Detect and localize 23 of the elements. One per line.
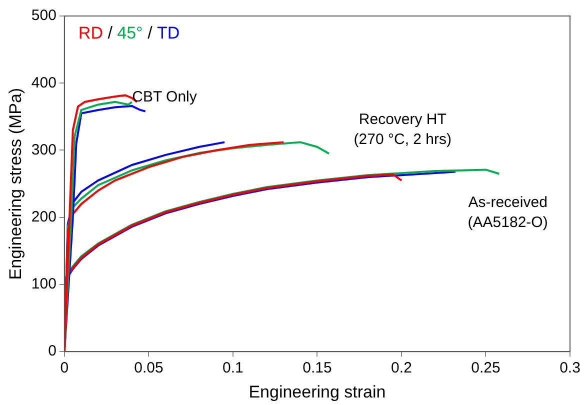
x-axis-title: Engineering strain <box>248 382 386 402</box>
annotation: Recovery HT (270 °C, 2 hrs) <box>354 110 452 148</box>
y-tick-label: 200 <box>31 208 56 226</box>
x-tick-label: 0.25 <box>471 360 500 377</box>
x-tick-label: 0 <box>60 360 69 377</box>
annotation: CBT Only <box>132 88 198 106</box>
x-tick-label: 0.05 <box>134 360 164 377</box>
legend-title: / <box>102 24 118 43</box>
y-axis-title: Engineering stress (MPa) <box>6 88 25 280</box>
y-tick-label: 300 <box>31 141 56 158</box>
text: / <box>148 24 152 43</box>
x-tick-label: 0.3 <box>560 360 580 377</box>
x-tick-label: 0.2 <box>391 360 412 377</box>
y-tick-label: 0 <box>48 342 56 360</box>
text: TD <box>157 24 180 43</box>
annotation: As-received (AA5182-O) <box>468 194 548 232</box>
x-tick-label: 0.1 <box>222 360 244 377</box>
text: 45° <box>117 24 143 43</box>
text: RD <box>78 24 103 43</box>
y-tick-label: 500 <box>31 7 56 24</box>
y-tick-label: 100 <box>31 276 56 293</box>
y-tick-label: 400 <box>31 74 56 92</box>
x-tick-label: 0.15 <box>302 360 332 377</box>
